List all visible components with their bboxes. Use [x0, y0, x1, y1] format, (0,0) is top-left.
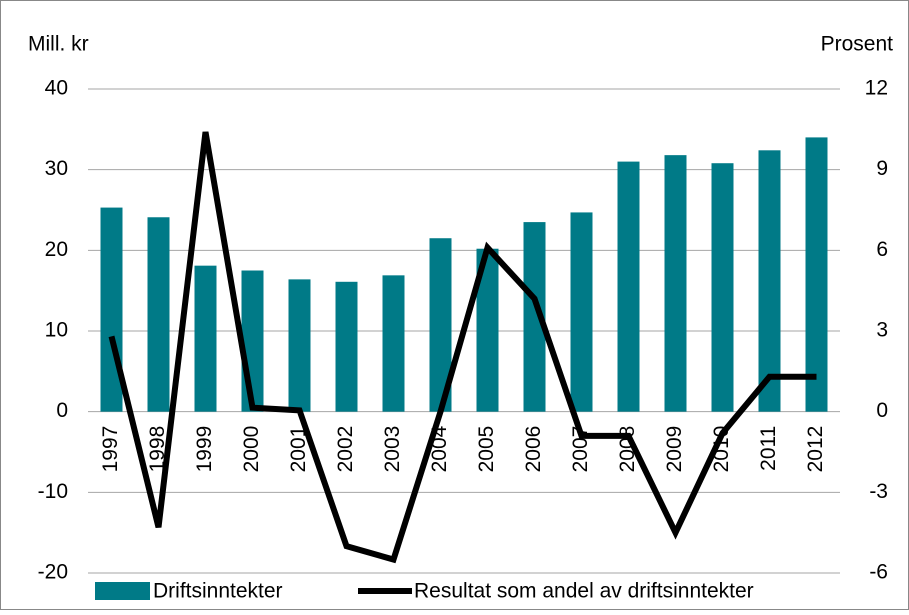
- y2-tick-label: -3: [869, 480, 888, 503]
- y-axis-label: Mill. kr: [28, 33, 89, 56]
- bar: [100, 207, 123, 412]
- x-tick-label: 2005: [475, 426, 498, 473]
- y-tick-label: 10: [45, 319, 68, 342]
- bar: [147, 217, 170, 412]
- bar: [288, 279, 311, 412]
- x-tick-label: 1999: [193, 426, 216, 473]
- y-tick-label: 0: [56, 399, 68, 422]
- x-tick-label: 2003: [381, 426, 404, 473]
- bar: [664, 155, 687, 412]
- y2-tick-label: 12: [865, 77, 888, 100]
- bar: [194, 265, 217, 412]
- bar: [758, 150, 781, 412]
- bar: [805, 137, 828, 412]
- x-tick-label: 1998: [146, 426, 169, 473]
- y-tick-label: 30: [45, 157, 68, 180]
- y-tick-label: -10: [38, 480, 68, 503]
- legend-label: Resultat som andel av driftsinntekter: [414, 580, 754, 603]
- x-tick-label: 2011: [757, 426, 780, 471]
- x-tick-label: 2009: [663, 426, 686, 473]
- legend-label: Driftsinntekter: [153, 580, 283, 603]
- x-tick-label: 1997: [99, 426, 122, 473]
- bar: [382, 275, 405, 412]
- bar: [476, 248, 499, 412]
- y2-axis-label: Prosent: [821, 33, 894, 56]
- y2-tick-label: 9: [876, 157, 888, 180]
- x-tick-label: 2006: [522, 426, 545, 473]
- bar: [429, 238, 452, 412]
- x-tick-label: 2007: [569, 426, 592, 473]
- bar: [335, 281, 358, 412]
- x-tick-label: 2001: [287, 426, 310, 473]
- bar: [523, 222, 546, 412]
- bar: [617, 161, 640, 412]
- x-tick-label: 2000: [240, 426, 263, 473]
- line: [108, 131, 817, 564]
- y2-tick-label: 0: [876, 399, 888, 422]
- x-tick-label: 2010: [710, 426, 733, 473]
- x-tick-label: 2008: [616, 426, 639, 473]
- x-tick-label: 2004: [428, 425, 451, 472]
- y2-tick-label: 3: [876, 319, 888, 342]
- y-tick-label: -20: [38, 561, 68, 584]
- x-tick-label: 2012: [804, 426, 827, 473]
- x-tick-label: 2002: [334, 426, 357, 473]
- y-tick-label: 20: [45, 238, 68, 261]
- y2-tick-label: 6: [876, 238, 888, 261]
- bar: [570, 212, 593, 412]
- legend-swatch: [95, 582, 150, 600]
- bar: [711, 163, 734, 412]
- y-tick-label: 40: [45, 77, 68, 100]
- y2-tick-label: -6: [869, 561, 888, 584]
